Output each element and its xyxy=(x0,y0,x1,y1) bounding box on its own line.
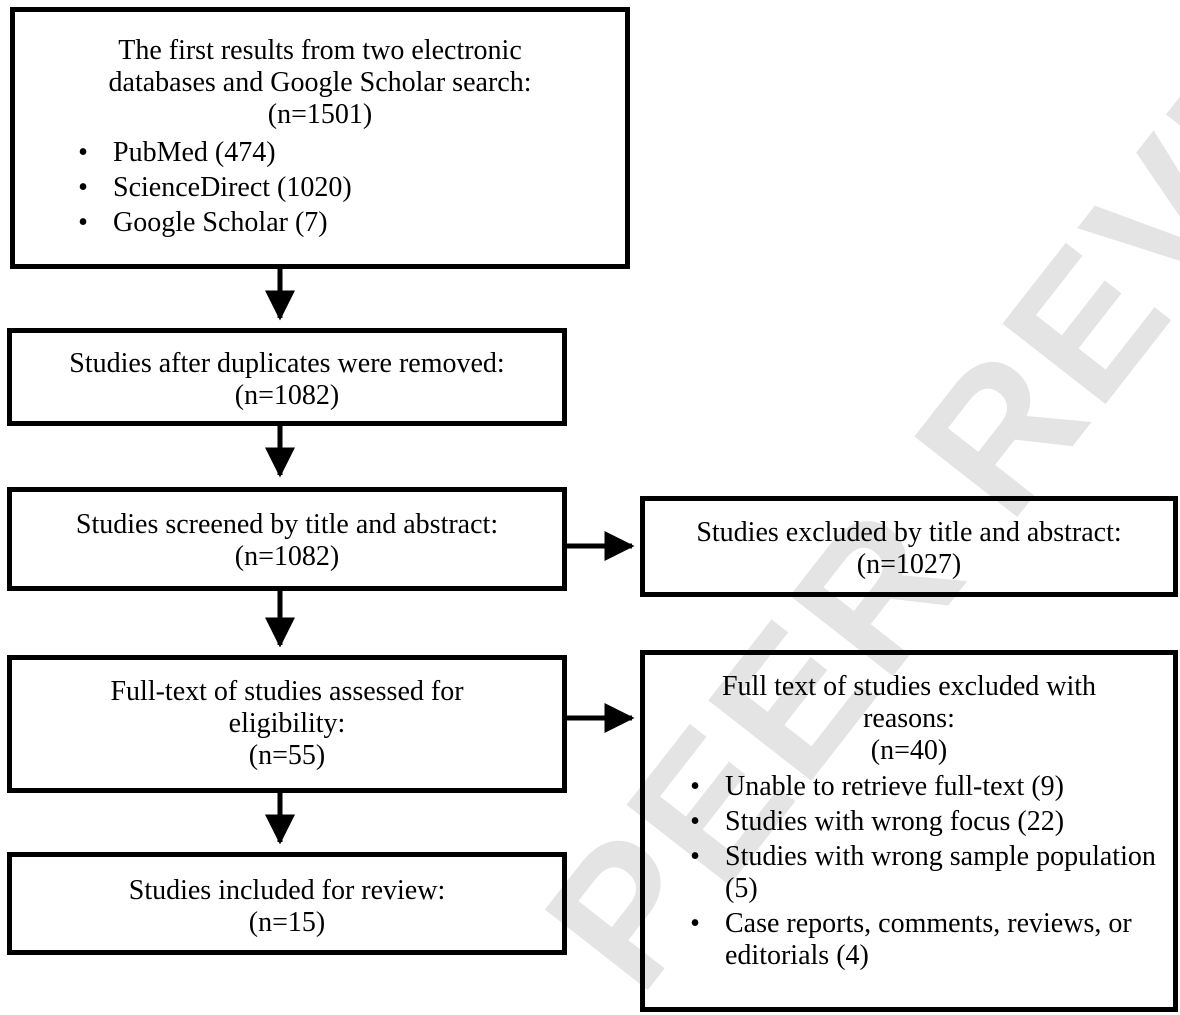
screened-line-1: Studies screened by title and abstract: xyxy=(75,509,499,540)
list-item: • Unable to retrieve full-text (9) xyxy=(685,771,1161,803)
box-excluded-screening: Studies excluded by title and abstract: … xyxy=(640,496,1178,597)
bullet-icon: • xyxy=(690,841,700,872)
list-item: • Studies with wrong focus (22) xyxy=(685,806,1161,838)
initial-line-2: databases and Google Scholar search: xyxy=(108,67,532,98)
list-item: • Google Scholar (7) xyxy=(73,207,625,239)
bullet-icon: • xyxy=(78,207,88,238)
database-pubmed: PubMed (474) xyxy=(113,137,276,168)
included-line-2: (n=15) xyxy=(248,907,326,938)
list-item: • PubMed (474) xyxy=(73,137,625,169)
reason-wrong-sample: Studies with wrong sample population (5) xyxy=(725,841,1156,904)
initial-line-1: The first results from two electronic xyxy=(118,35,522,66)
list-item: • Studies with wrong sample population (… xyxy=(685,841,1161,905)
excluded-fulltext-line-3: (n=40) xyxy=(870,735,948,766)
screened-line-2: (n=1082) xyxy=(234,541,340,572)
exclusion-reasons-list: • Unable to retrieve full-text (9) • Stu… xyxy=(645,771,1173,972)
box-included: Studies included for review: (n=15) xyxy=(7,852,567,955)
reason-wrong-focus: Studies with wrong focus (22) xyxy=(725,806,1065,837)
duplicates-line-1: Studies after duplicates were removed: xyxy=(69,348,505,379)
list-item: • ScienceDirect (1020) xyxy=(73,172,625,204)
database-google-scholar: Google Scholar (7) xyxy=(113,207,328,238)
excluded-fulltext-line-2: reasons: xyxy=(863,703,955,734)
excluded-screening-line-1: Studies excluded by title and abstract: xyxy=(696,517,1122,548)
reason-case-reports: Case reports, comments, reviews, or edit… xyxy=(725,908,1132,971)
initial-line-3: (n=1501) xyxy=(267,99,373,130)
list-item: • Case reports, comments, reviews, or ed… xyxy=(685,908,1161,972)
included-line-1: Studies included for review: xyxy=(128,875,446,906)
bullet-icon: • xyxy=(78,137,88,168)
box-initial-results: The first results from two electronic da… xyxy=(10,7,630,269)
box-screened: Studies screened by title and abstract: … xyxy=(7,487,567,591)
box-duplicates-removed: Studies after duplicates were removed: (… xyxy=(7,328,567,426)
box-excluded-fulltext: Full text of studies excluded with reaso… xyxy=(640,650,1178,1012)
database-list: • PubMed (474) • ScienceDirect (1020) • … xyxy=(15,137,625,239)
excluded-screening-line-2: (n=1027) xyxy=(856,549,962,580)
bullet-icon: • xyxy=(690,771,700,802)
bullet-icon: • xyxy=(78,172,88,203)
box-fulltext-assessed: Full-text of studies assessed for eligib… xyxy=(7,655,567,793)
database-sciencedirect: ScienceDirect (1020) xyxy=(113,172,352,203)
duplicates-line-2: (n=1082) xyxy=(234,380,340,411)
bullet-icon: • xyxy=(690,908,700,939)
bullet-icon: • xyxy=(690,806,700,837)
fulltext-line-2: eligibility: xyxy=(228,708,346,739)
fulltext-line-1: Full-text of studies assessed for xyxy=(110,676,464,707)
reason-unable-retrieve: Unable to retrieve full-text (9) xyxy=(725,771,1064,802)
excluded-fulltext-line-1: Full text of studies excluded with xyxy=(721,671,1097,702)
fulltext-line-3: (n=55) xyxy=(248,740,326,771)
